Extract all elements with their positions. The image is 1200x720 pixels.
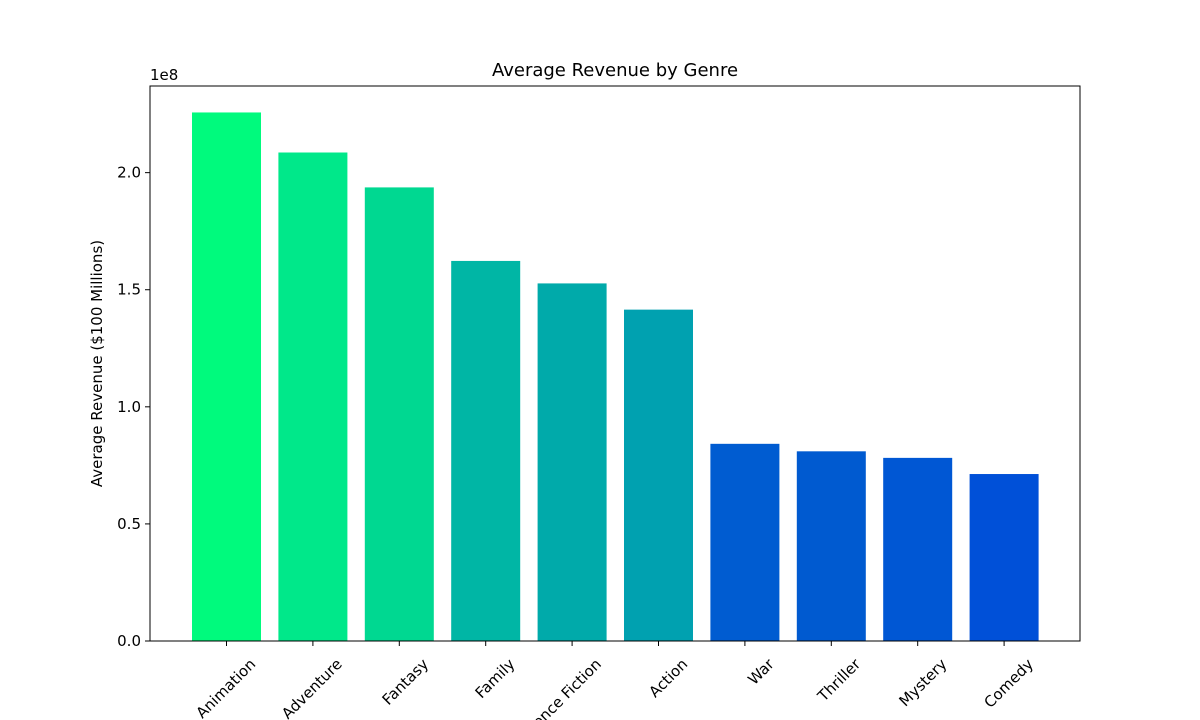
x-tick-label: Thriller bbox=[813, 655, 864, 706]
bar-mystery bbox=[883, 457, 953, 641]
bar-adventure bbox=[278, 152, 348, 641]
y-tick-label: 2.0 bbox=[117, 164, 141, 182]
bars-group bbox=[192, 112, 1039, 641]
bar-family bbox=[451, 260, 521, 641]
y-axis-offset-label: 1e8 bbox=[150, 66, 178, 84]
bar-animation bbox=[192, 112, 261, 641]
bar-thriller bbox=[796, 451, 866, 641]
y-axis-ticks: 0.0 0.5 1.0 1.5 2.0 bbox=[117, 164, 150, 650]
x-tick-label: Mystery bbox=[896, 655, 951, 710]
bar-action bbox=[624, 309, 693, 641]
y-tick-label: 0.0 bbox=[117, 632, 141, 650]
x-tick-label: Fantasy bbox=[379, 655, 433, 709]
bar-comedy bbox=[969, 474, 1039, 641]
x-tick-label: Animation bbox=[193, 655, 260, 720]
x-tick-label: War bbox=[744, 655, 778, 689]
x-tick-label: Adventure bbox=[278, 655, 346, 720]
bar-science-fiction bbox=[537, 283, 607, 641]
x-tick-label: Science Fiction bbox=[513, 655, 605, 720]
y-tick-label: 0.5 bbox=[117, 515, 141, 533]
y-tick-label: 1.0 bbox=[117, 398, 141, 416]
plot-area-frame bbox=[149, 85, 1081, 642]
x-tick-label: Family bbox=[472, 655, 519, 702]
y-tick-label: 1.5 bbox=[117, 281, 141, 299]
x-tick-label: Comedy bbox=[980, 655, 1037, 712]
chart-title: Average Revenue by Genre bbox=[492, 60, 738, 81]
bar-fantasy bbox=[364, 187, 434, 641]
x-tick-label: Action bbox=[645, 655, 691, 701]
bar-war bbox=[710, 443, 780, 641]
y-axis-label: Average Revenue ($100 Millions) bbox=[88, 240, 106, 487]
